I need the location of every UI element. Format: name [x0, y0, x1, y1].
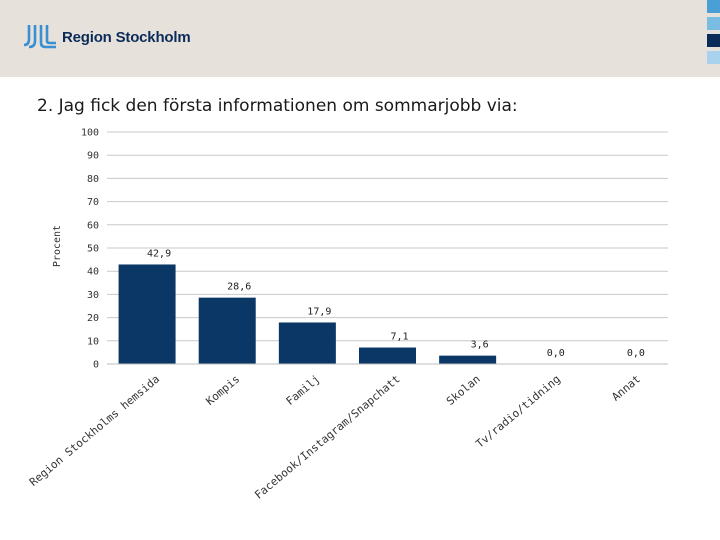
x-tick-label: Kompis [203, 372, 242, 408]
header-band: Region Stockholm [0, 0, 720, 77]
brand-name: Region Stockholm [62, 28, 191, 46]
accent-square [707, 17, 720, 30]
data-label: 0,0 [547, 348, 565, 359]
y-tick-label: 0 [93, 360, 99, 371]
y-tick-label: 70 [87, 197, 99, 208]
bar [198, 297, 256, 364]
accent-square [707, 34, 720, 47]
y-tick-label: 50 [87, 244, 99, 255]
data-label: 28,6 [227, 282, 251, 293]
data-label: 17,9 [307, 306, 331, 317]
x-tick-label: Region Stockholms hemsida [27, 372, 162, 488]
region-stockholm-logo-icon [24, 25, 56, 49]
accent-squares [707, 0, 720, 68]
page-title: 2. Jag fick den första informationen om … [37, 96, 518, 116]
data-label: 0,0 [627, 348, 645, 359]
y-tick-label: 90 [87, 151, 99, 162]
bar [118, 264, 176, 364]
y-tick-label: 100 [81, 128, 99, 139]
x-tick-label: Tv/radio/tidning [473, 372, 563, 450]
bar [359, 347, 416, 364]
data-label: 42,9 [147, 248, 171, 259]
bar [278, 322, 336, 364]
x-tick-label: Familj [284, 372, 323, 408]
data-label: 3,6 [471, 340, 489, 351]
accent-square [707, 51, 720, 64]
accent-square [707, 0, 720, 13]
bar [439, 355, 497, 364]
y-tick-label: 20 [87, 313, 99, 324]
y-tick-label: 40 [87, 267, 99, 278]
data-label: 7,1 [390, 332, 408, 343]
x-tick-label: Annat [609, 372, 643, 403]
y-tick-label: 60 [87, 220, 99, 231]
y-tick-label: 10 [87, 336, 99, 347]
x-tick-label: Skolan [444, 372, 483, 408]
logo: Region Stockholm [24, 22, 191, 52]
y-tick-label: 30 [87, 290, 99, 301]
y-axis-label: Procent [52, 225, 63, 267]
y-tick-label: 80 [87, 174, 99, 185]
x-tick-label: Facebook/Instagram/Snapchatt [252, 372, 402, 501]
